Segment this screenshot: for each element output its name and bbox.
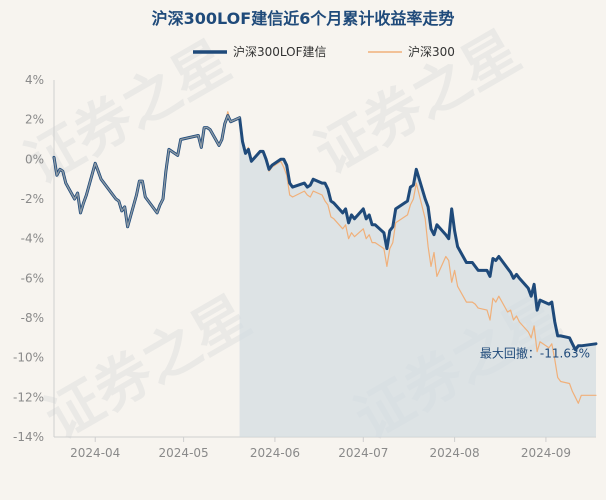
x-tick-label: 2024-09 [521,446,571,460]
y-tick-label: 4% [25,73,44,87]
y-tick-label: -8% [21,311,44,325]
watermark-text: 证券之星 [35,284,261,452]
x-tick-label: 2024-08 [430,446,480,460]
x-tick-label: 2024-06 [250,446,300,460]
axes: 4% 2% 0% -2% -4% -6% -8% -10% -12% -14% 2024-04 202… [13,73,596,460]
legend: 沪深300LOF建信 沪深300 [193,45,455,59]
legend-label: 沪深300LOF建信 [233,45,327,59]
y-tick-label: -10% [13,351,44,365]
x-tick-label: 2024-05 [159,446,209,460]
drawdown-area [239,117,596,437]
x-tick-label: 2024-07 [338,446,388,460]
legend-label: 沪深300 [408,45,455,59]
max-drawdown-label: 最大回撤：-11.63% [480,346,590,361]
chart-title: 沪深300LOF建信近6个月累计收益率走势 [152,9,455,28]
y-tick-label: -14% [13,430,44,444]
y-tick-label: 0% [25,152,44,166]
series-line-fund-overlay [53,115,241,228]
y-tick-label: 2% [25,113,44,127]
y-tick-label: -4% [21,232,44,246]
y-tick-label: -2% [21,192,44,206]
series-lines [52,111,598,404]
y-tick-label: -6% [21,271,44,285]
annotations: 最大回撤：-11.63% [480,346,590,361]
x-tick-label: 2024-04 [70,446,120,460]
watermark-text: 证券之星 [15,29,241,197]
y-tick-label: -12% [13,390,44,404]
shaded-region [239,117,596,437]
